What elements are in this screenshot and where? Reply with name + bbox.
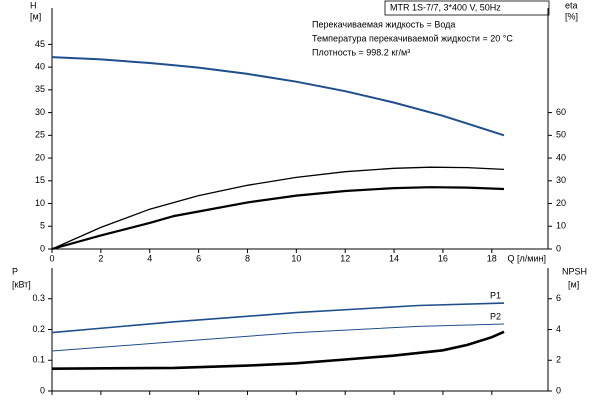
curve — [51, 186, 505, 251]
y-tick-label: 0.1 — [32, 355, 45, 365]
axis-label: [%] — [565, 11, 578, 21]
x-tick-label: 10 — [291, 253, 301, 263]
y2-tick-label: 40 — [556, 152, 566, 162]
y2-tick-label: 50 — [556, 130, 566, 140]
y-tick-label: 10 — [35, 198, 45, 208]
y2-tick-label: 60 — [556, 107, 566, 117]
note: Плотность = 998.2 кг/м³ — [312, 47, 410, 57]
axis-label: [кВт] — [12, 279, 31, 289]
x-tick-label: 4 — [147, 253, 152, 263]
y2-tick-label: 6 — [556, 293, 561, 303]
y2-tick-label: 2 — [556, 355, 561, 365]
series-label: P1 — [490, 290, 501, 300]
y-tick-label: 15 — [35, 175, 45, 185]
y-tick-label: 20 — [35, 152, 45, 162]
curve — [51, 323, 505, 352]
y-tick-label: 35 — [35, 84, 45, 94]
axis-label: H — [30, 0, 37, 10]
y-tick-label: 0 — [40, 385, 45, 395]
curve — [51, 302, 505, 334]
note: Температура перекачиваемой жидкости = 20… — [312, 33, 513, 43]
x-tick-label: 14 — [389, 253, 399, 263]
axis-label: NPSH — [562, 266, 587, 276]
y-tick-label: 30 — [35, 107, 45, 117]
y2-tick-label: 30 — [556, 175, 566, 185]
x-tick-label: 18 — [487, 253, 497, 263]
axis-label: eta — [565, 0, 578, 10]
y2-tick-label: 0 — [556, 243, 561, 253]
x-tick-label: 8 — [245, 253, 250, 263]
box-title: MTR 1S-7/7, 3*400 V, 50Hz — [390, 2, 501, 12]
y2-tick-label: 10 — [556, 221, 566, 231]
series-label: P2 — [490, 311, 501, 321]
y2-tick-label: 20 — [556, 198, 566, 208]
y-tick-label: 0 — [40, 243, 45, 253]
y2-tick-label: 4 — [556, 324, 561, 334]
y2-tick-label: 0 — [556, 385, 561, 395]
x-tick-label: 2 — [98, 253, 103, 263]
axis-label: P — [12, 266, 18, 276]
box — [384, 0, 550, 16]
y-tick-label: 25 — [35, 130, 45, 140]
curve — [51, 330, 505, 370]
x-tick-label: 0 — [49, 253, 54, 263]
x-tick-label: 16 — [438, 253, 448, 263]
note: Перекачиваемая жидкость = Вода — [312, 19, 455, 29]
x-tick-label: 6 — [196, 253, 201, 263]
axis-label: [м] — [30, 11, 41, 21]
y-tick-label: 0.3 — [32, 293, 45, 303]
y-tick-label: 45 — [35, 39, 45, 49]
y-tick-label: 0.2 — [32, 324, 45, 334]
x-tick-label: 12 — [340, 253, 350, 263]
y-tick-label: 5 — [40, 221, 45, 231]
axis-label: [м] — [568, 279, 579, 289]
curve — [51, 56, 505, 137]
curve — [51, 166, 505, 250]
x-axis-label: Q [л/мин] — [508, 253, 546, 263]
y-tick-label: 40 — [35, 61, 45, 71]
